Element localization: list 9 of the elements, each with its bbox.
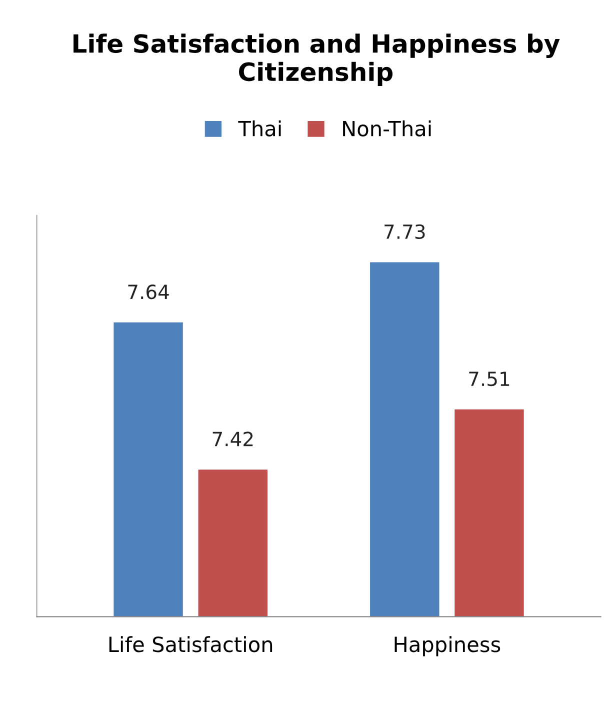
data-label: 7.73 bbox=[384, 224, 425, 240]
x-tick-label: Life Satisfaction bbox=[109, 636, 272, 652]
data-label: 7.64 bbox=[128, 284, 169, 300]
legend-label: Non-Thai bbox=[343, 120, 431, 136]
legend-label: Thai bbox=[238, 120, 281, 136]
data-label: 7.51 bbox=[469, 372, 510, 386]
x-tick-label: Happiness bbox=[394, 636, 500, 656]
data-label: 7.42 bbox=[212, 432, 253, 446]
chart-title: Life Satisfaction and Happiness by Citizenship bbox=[74, 34, 560, 86]
